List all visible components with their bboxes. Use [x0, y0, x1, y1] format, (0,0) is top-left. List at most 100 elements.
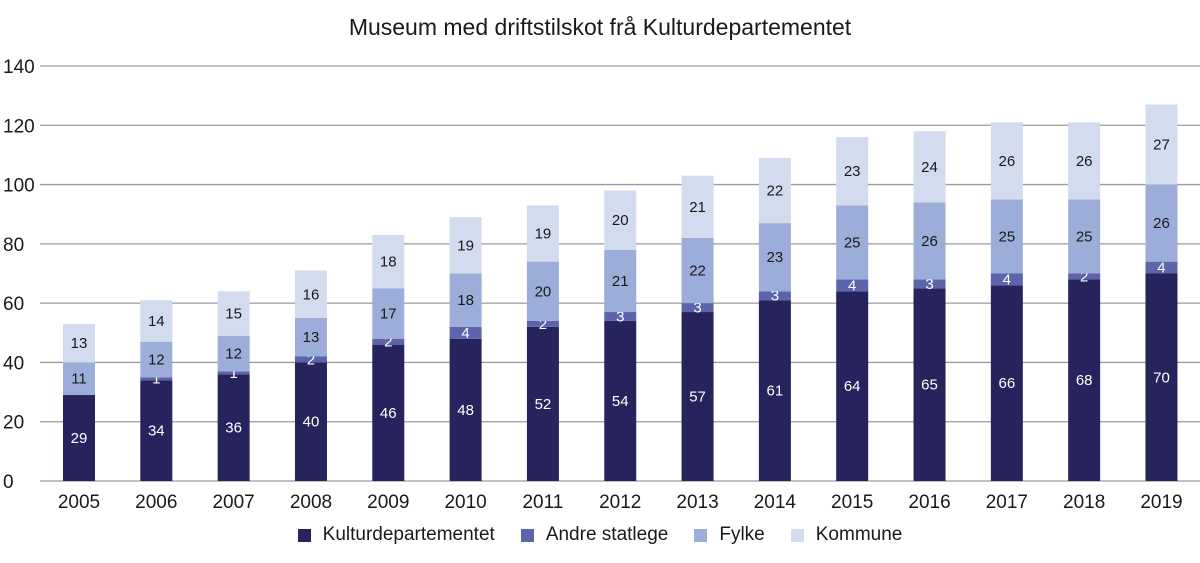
bar-segment-kommune: [449, 217, 482, 274]
data-label: 2: [539, 316, 547, 333]
bar-segment-andre-statlege: [526, 320, 559, 327]
bar-segment-kulturdepartementet: [449, 338, 482, 481]
bar-stack-2017: 66 4 25 26: [990, 122, 1023, 481]
x-tick-label: 2017: [986, 492, 1028, 513]
bar-segment-kulturdepartementet: [681, 312, 714, 481]
data-label: 3: [693, 300, 701, 317]
data-label: 20: [535, 283, 552, 300]
bar-stack-2010: 48 4 18 19: [449, 217, 482, 481]
bar-segment-fylke: [372, 288, 405, 339]
y-tick-label: 0: [3, 472, 14, 493]
legend-swatch: [790, 528, 804, 542]
data-label: 4: [461, 325, 469, 342]
bar-segment-kommune: [217, 291, 250, 336]
data-label: 4: [848, 277, 856, 294]
x-tick-label: 2016: [908, 492, 950, 513]
bar-segment-kulturdepartementet: [1145, 273, 1178, 481]
bar-segment-kulturdepartementet: [913, 288, 946, 481]
data-label: 18: [380, 254, 397, 271]
bar-stack-2013: 57 3 22 21: [681, 175, 714, 481]
x-tick-label: 2007: [212, 492, 254, 513]
data-label: 16: [303, 286, 320, 303]
data-label: 19: [535, 225, 552, 242]
data-label: 70: [1153, 369, 1170, 386]
legend-item: Kulturdepartementet: [297, 524, 495, 546]
data-label: 3: [616, 308, 624, 325]
data-label: 21: [612, 273, 629, 290]
x-tick-label: 2005: [58, 492, 100, 513]
bar-segment-fylke: [913, 202, 946, 280]
data-label: 68: [1076, 372, 1093, 389]
x-tick-label: 2006: [135, 492, 177, 513]
bar-segment-kulturdepartementet: [836, 291, 869, 481]
bar-segment-fylke: [1068, 199, 1101, 274]
legend-label: Fylke: [719, 524, 765, 545]
bar-segment-kommune: [1068, 122, 1101, 200]
bar-stack-2018: 68 2 25 26: [1068, 122, 1101, 481]
bar-segment-kulturdepartementet: [604, 320, 637, 481]
bar-segment-andre-statlege: [217, 371, 250, 375]
bar-segment-fylke: [758, 223, 791, 292]
data-label: 23: [844, 163, 861, 180]
data-label: 26: [1153, 215, 1170, 232]
bar-segment-kommune: [836, 137, 869, 206]
legend-swatch: [694, 528, 708, 542]
bar-segment-kommune: [1145, 104, 1178, 185]
data-label: 46: [380, 405, 397, 422]
data-label: 2: [384, 334, 392, 351]
bar-stack-2015: 64 4 25 23: [836, 137, 869, 481]
bar-segment-kommune: [758, 157, 791, 224]
bar-segment-fylke: [1145, 184, 1178, 262]
bar-stack-2008: 40 2 13 16: [294, 270, 327, 481]
x-tick-label: 2014: [754, 492, 797, 513]
bar-segment-andre-statlege: [990, 273, 1023, 286]
legend-item: Kommune: [790, 524, 902, 546]
data-label: 40: [303, 414, 320, 431]
bar-segment-fylke: [217, 335, 250, 372]
bar-stack-2006: 34 1 12 14: [140, 300, 173, 481]
bar-segment-kommune: [913, 131, 946, 203]
bar-segment-andre-statlege: [836, 279, 869, 292]
bar-segment-fylke: [63, 362, 95, 396]
data-label: 26: [1076, 153, 1093, 170]
data-label: 22: [767, 183, 784, 200]
data-label: 25: [998, 228, 1015, 245]
legend-label: Kulturdepartementet: [322, 524, 495, 545]
data-label: 64: [844, 378, 861, 395]
x-tick-label: 2013: [676, 492, 718, 513]
bar-segment-kulturdepartementet: [526, 326, 559, 481]
data-label: 12: [225, 346, 242, 363]
data-label: 36: [225, 420, 242, 437]
bar-stack-2005: 29 11 13: [63, 323, 95, 481]
bar-segment-kommune: [294, 270, 327, 318]
bar-stack-2007: 36 1 12 15: [217, 291, 250, 481]
data-label: 18: [457, 292, 474, 309]
bar-stack-2009: 46 2 17 18: [372, 234, 405, 481]
data-label: 26: [998, 153, 1015, 170]
data-label: 29: [71, 430, 88, 447]
data-label: 1: [229, 365, 237, 382]
bar-segment-andre-statlege: [294, 356, 327, 363]
x-tick-label: 2012: [599, 492, 641, 513]
data-label: 22: [689, 263, 706, 280]
data-label: 23: [767, 249, 784, 266]
bar-segment-kulturdepartementet: [217, 374, 250, 481]
bar-segment-kommune: [372, 234, 405, 289]
bar-segment-andre-statlege: [140, 377, 173, 381]
bar-segment-fylke: [681, 237, 714, 304]
y-tick-label: 100: [3, 176, 35, 197]
data-label: 15: [225, 306, 242, 323]
data-label: 1: [152, 371, 160, 388]
legend-swatch: [520, 528, 534, 542]
bar-segment-andre-statlege: [1145, 261, 1178, 274]
bar-segment-kommune: [990, 122, 1023, 200]
bar-segment-kulturdepartementet: [140, 380, 173, 481]
data-label: 48: [457, 402, 474, 419]
data-label: 3: [771, 288, 779, 305]
data-label: 20: [612, 212, 629, 229]
x-tick-label: 2009: [367, 492, 409, 513]
data-label: 25: [844, 234, 861, 251]
y-tick-label: 80: [3, 235, 24, 256]
y-tick-label: 40: [3, 353, 24, 374]
